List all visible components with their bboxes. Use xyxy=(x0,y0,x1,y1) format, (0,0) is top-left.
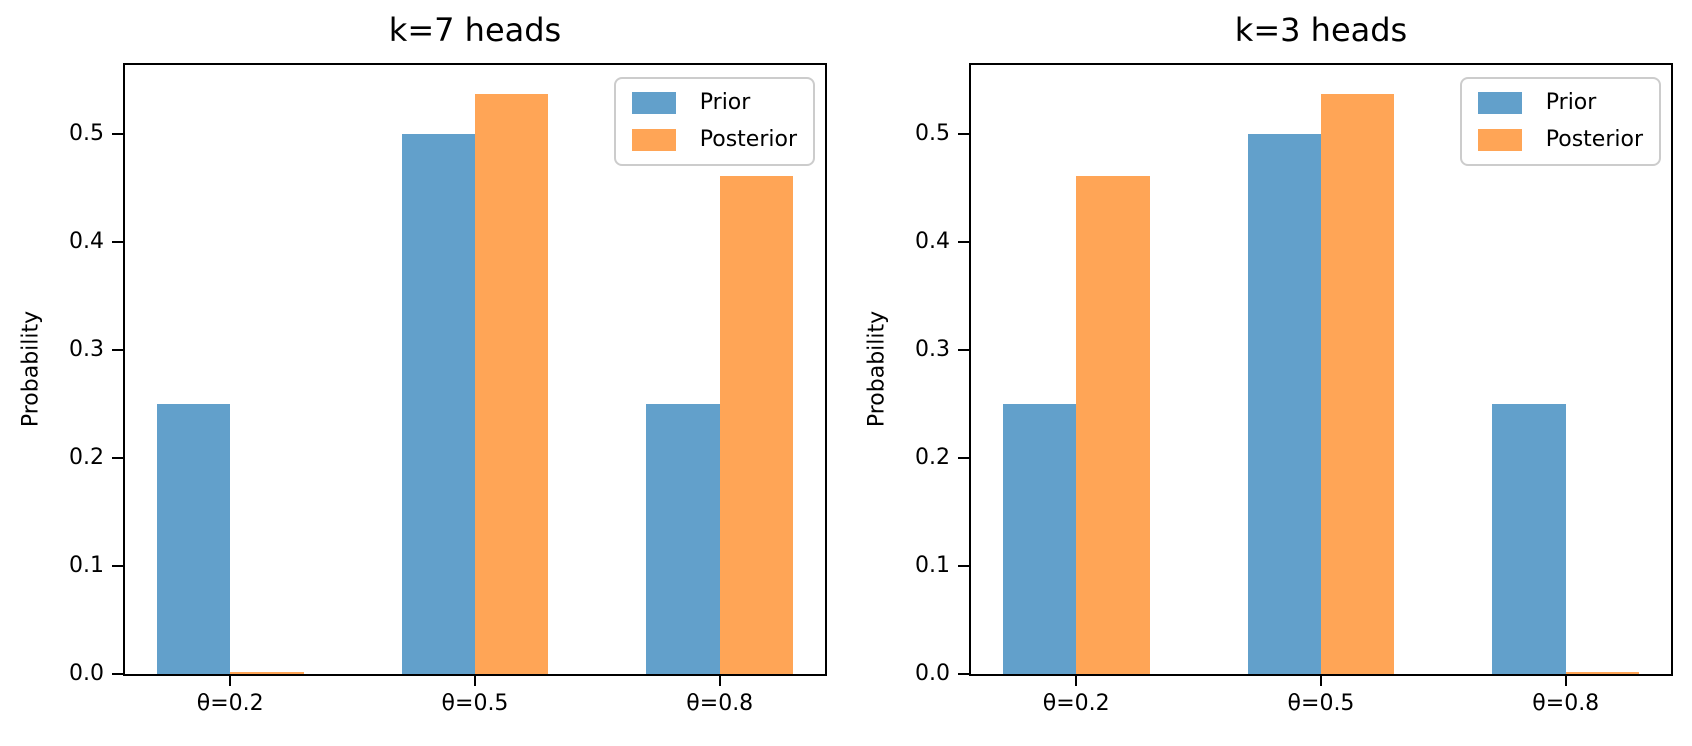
y-tick-label: 0.1 xyxy=(69,553,104,579)
subplot-title-k3: k=3 heads xyxy=(1234,11,1408,49)
x-tick-mark xyxy=(229,676,232,686)
legend-entry-prior: Prior xyxy=(1477,90,1643,115)
legend-label-prior: Prior xyxy=(1545,90,1597,115)
bar-posterior-0.8 xyxy=(719,176,794,674)
y-tick-label: 0.5 xyxy=(915,121,950,147)
bar-posterior-0.2 xyxy=(230,672,304,674)
legend-label-posterior: Posterior xyxy=(1545,127,1643,152)
y-tick-label: 0.5 xyxy=(69,121,104,147)
y-tick-mark xyxy=(112,565,123,568)
y-tick-label: 0.2 xyxy=(915,445,950,471)
bar-posterior-0.5 xyxy=(475,94,549,674)
legend-label-posterior: Posterior xyxy=(699,127,797,152)
y-tick-mark xyxy=(958,349,969,352)
bar-prior-0.2 xyxy=(156,404,231,674)
x-tick-mark xyxy=(1564,676,1567,686)
legend: Prior Posterior xyxy=(613,77,815,166)
legend-swatch-prior xyxy=(1477,92,1522,114)
legend-entry-posterior: Posterior xyxy=(631,127,797,152)
legend-swatch-posterior xyxy=(1477,129,1522,151)
bar-posterior-0.8 xyxy=(1565,672,1640,674)
legend-entry-prior: Prior xyxy=(631,90,797,115)
y-tick-label: 0.3 xyxy=(69,337,104,363)
x-tick-label: θ=0.8 xyxy=(686,691,754,716)
y-axis-label: Probability xyxy=(864,310,890,428)
y-tick-label: 0.4 xyxy=(915,229,950,255)
y-tick-label: 0.3 xyxy=(915,337,950,363)
y-tick-mark xyxy=(112,673,123,675)
x-tick-mark xyxy=(718,676,721,686)
y-tick-mark xyxy=(958,457,969,460)
axes-k3: Prior Posterior xyxy=(969,63,1673,676)
x-tick-label: θ=0.5 xyxy=(1287,691,1355,716)
bar-prior-0.5 xyxy=(1247,134,1321,674)
subplot-k7-heads: k=7 heads Probability Prior Posterior 0.0… xyxy=(18,11,827,716)
y-tick-mark xyxy=(112,349,123,352)
x-tick-mark xyxy=(1320,676,1322,686)
y-tick-label: 0.1 xyxy=(915,553,950,579)
bar-prior-0.8 xyxy=(1492,404,1566,674)
bar-prior-0.2 xyxy=(1002,404,1077,674)
x-tick-label: θ=0.8 xyxy=(1532,691,1600,716)
x-tick-label: θ=0.2 xyxy=(1042,691,1110,716)
legend-entry-posterior: Posterior xyxy=(1477,127,1643,152)
legend-swatch-prior xyxy=(631,92,676,114)
bar-posterior-0.2 xyxy=(1076,176,1150,674)
x-tick-mark xyxy=(474,676,476,686)
y-tick-mark xyxy=(958,133,969,136)
y-tick-mark xyxy=(112,133,123,136)
y-tick-mark xyxy=(958,241,969,244)
y-tick-mark xyxy=(112,241,123,244)
y-axis-label: Probability xyxy=(18,310,44,428)
bar-prior-0.5 xyxy=(401,134,475,674)
bar-posterior-0.5 xyxy=(1321,94,1395,674)
subplot-title-k7: k=7 heads xyxy=(388,11,562,49)
legend-label-prior: Prior xyxy=(699,90,751,115)
x-tick-mark xyxy=(1075,676,1078,686)
subplot-k3-heads: k=3 heads Probability Prior Posterior 0.0… xyxy=(846,0,1692,746)
bar-prior-0.8 xyxy=(646,404,720,674)
y-tick-label: 0.2 xyxy=(69,445,104,471)
y-tick-mark xyxy=(112,457,123,460)
y-tick-mark xyxy=(958,673,969,675)
y-tick-label: 0.4 xyxy=(69,229,104,255)
x-tick-label: θ=0.2 xyxy=(196,691,264,716)
y-tick-label: 0.0 xyxy=(915,661,950,686)
x-tick-label: θ=0.5 xyxy=(441,691,509,716)
y-tick-mark xyxy=(958,565,969,568)
y-tick-label: 0.0 xyxy=(69,661,104,686)
axes-k7: Prior Posterior xyxy=(123,63,827,676)
legend-swatch-posterior xyxy=(631,129,676,151)
legend: Prior Posterior xyxy=(1459,77,1661,166)
